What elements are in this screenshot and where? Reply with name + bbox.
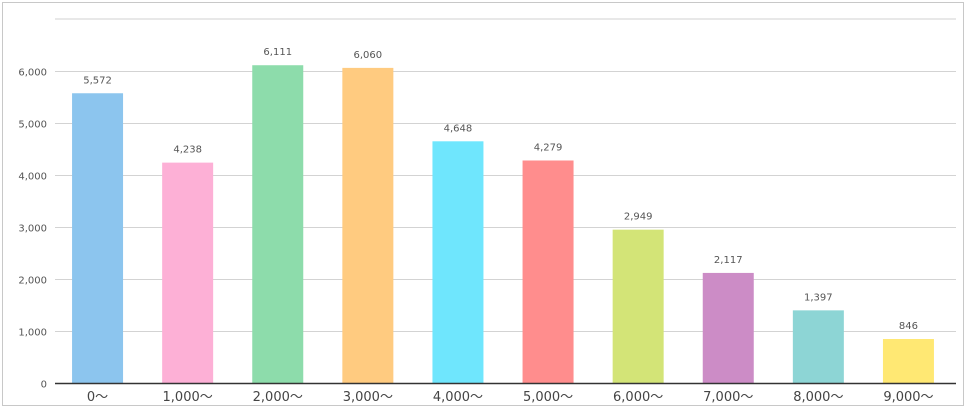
data-label: 6,060 <box>354 50 383 61</box>
bar <box>342 67 394 383</box>
x-tick-label: 4,000～ <box>433 390 483 405</box>
data-label: 4,279 <box>534 142 563 153</box>
bar <box>882 339 934 383</box>
x-tick-label: 8,000～ <box>793 390 843 405</box>
y-tick-label: 6,000 <box>18 68 47 79</box>
y-tick-label: 1,000 <box>18 328 47 339</box>
data-label: 4,648 <box>444 123 473 134</box>
bar <box>72 93 124 384</box>
x-tick-label: 0～ <box>87 390 108 405</box>
bar <box>432 141 484 383</box>
y-tick-label: 4,000 <box>18 172 47 183</box>
x-tick-label: 1,000～ <box>163 390 213 405</box>
x-tick-label: 6,000～ <box>613 390 663 405</box>
bar <box>162 162 214 383</box>
data-label: 2,117 <box>714 255 743 266</box>
y-tick-label: 0 <box>41 380 47 391</box>
data-label: 846 <box>899 321 918 332</box>
x-tick-label: 2,000～ <box>253 390 303 405</box>
data-label: 5,572 <box>83 75 112 86</box>
y-tick-label: 5,000 <box>18 120 47 131</box>
data-label: 4,238 <box>173 145 202 156</box>
data-label: 6,111 <box>263 47 292 58</box>
y-tick-label: 3,000 <box>18 224 47 235</box>
bar <box>792 310 844 383</box>
bar <box>252 65 304 383</box>
data-label: 2,949 <box>624 212 653 223</box>
y-tick-label: 2,000 <box>18 276 47 287</box>
bar <box>702 272 754 383</box>
x-tick-label: 7,000～ <box>703 390 753 405</box>
x-tick-label: 9,000～ <box>883 390 933 405</box>
x-tick-label: 5,000～ <box>523 390 573 405</box>
data-label: 1,397 <box>804 292 833 303</box>
x-tick-label: 3,000～ <box>343 390 393 405</box>
bar <box>522 160 574 383</box>
bar <box>612 229 664 383</box>
